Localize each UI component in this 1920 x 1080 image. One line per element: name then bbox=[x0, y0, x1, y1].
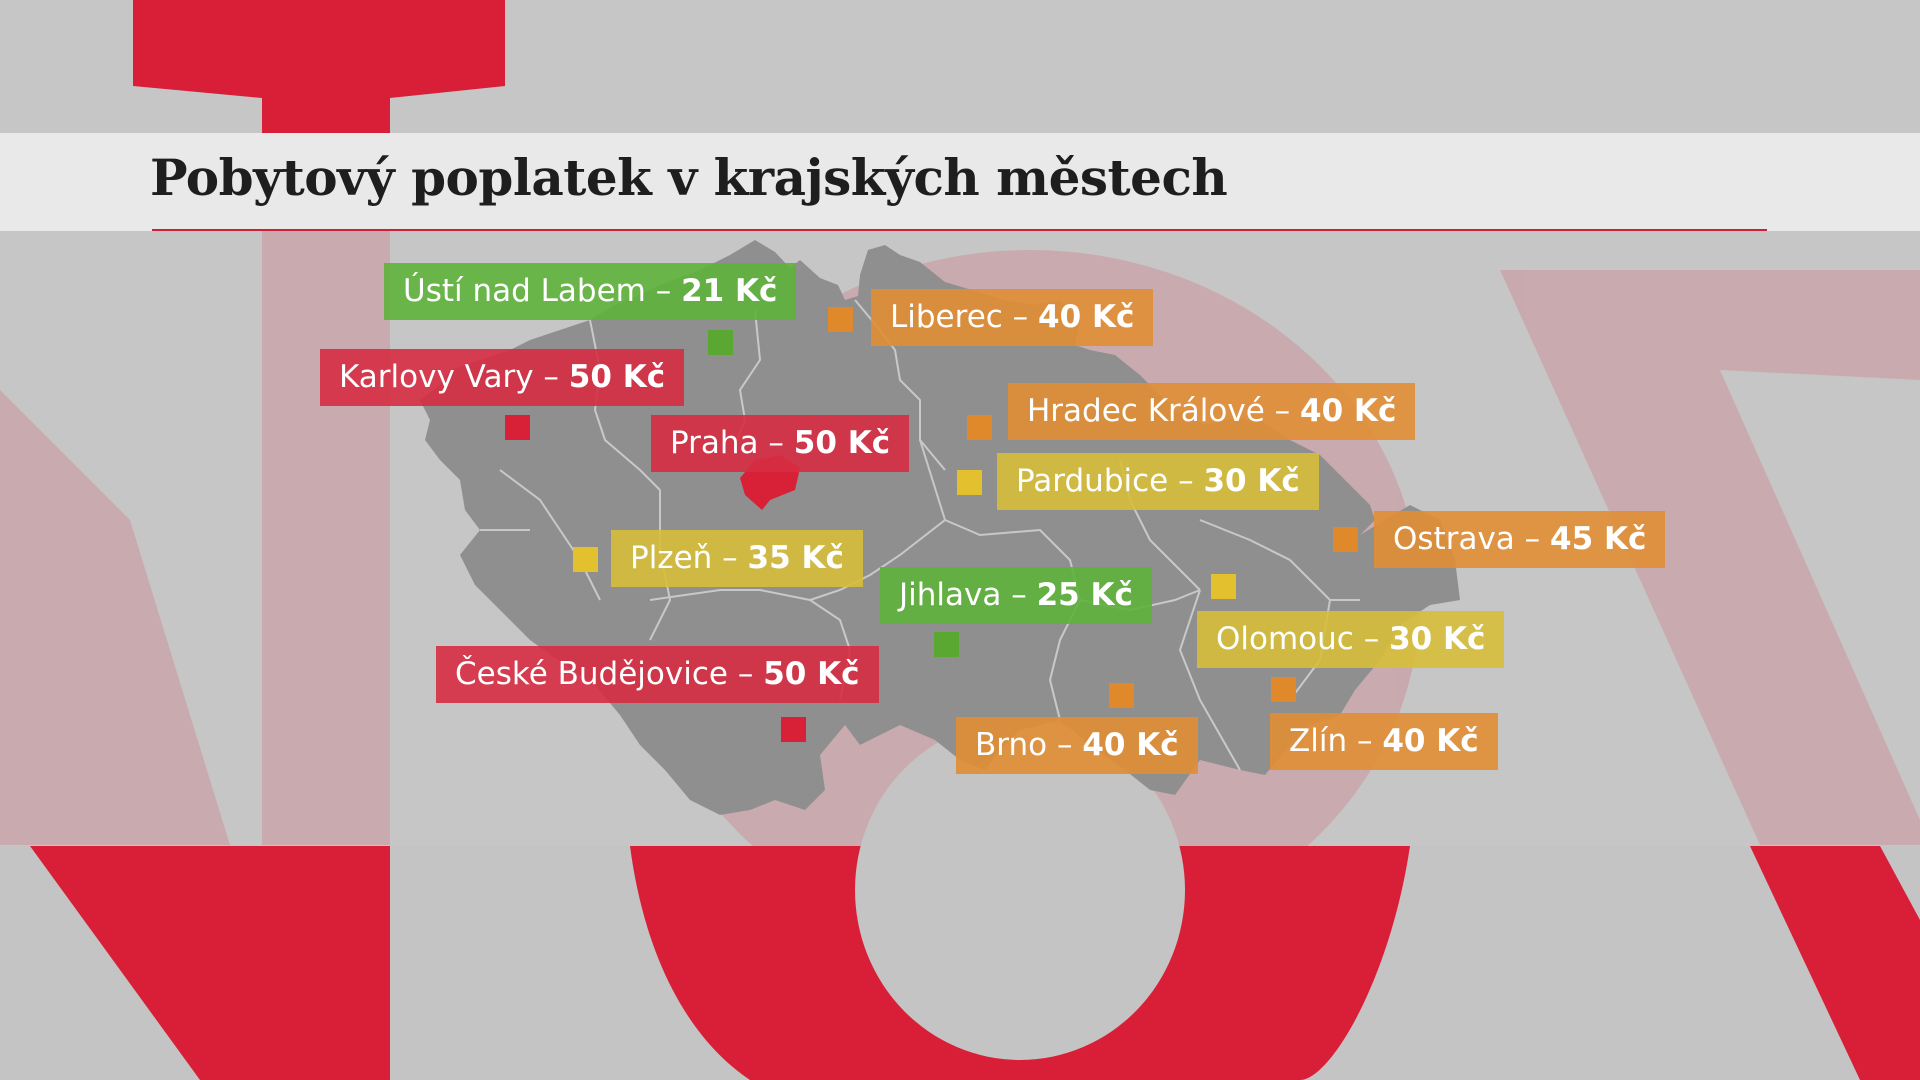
separator: – bbox=[1353, 621, 1390, 657]
fee-value: 40 Kč bbox=[1300, 393, 1397, 429]
fee-value: 40 Kč bbox=[1382, 723, 1479, 759]
separator: – bbox=[1514, 521, 1551, 557]
separator: – bbox=[727, 656, 764, 692]
city-name: Zlín bbox=[1289, 723, 1348, 759]
city-name: Karlovy Vary bbox=[339, 359, 534, 395]
city-label-liberec: Liberec – 40 Kč bbox=[871, 289, 1154, 346]
city-marker-pardubice bbox=[957, 470, 982, 495]
city-marker-olomouc bbox=[1211, 574, 1236, 599]
city-marker-ostrava bbox=[1333, 527, 1358, 552]
city-name: Liberec bbox=[890, 299, 1003, 335]
separator: – bbox=[1001, 577, 1037, 613]
city-name: Pardubice bbox=[1016, 463, 1169, 499]
fee-value: 30 Kč bbox=[1389, 621, 1486, 657]
separator: – bbox=[1047, 727, 1083, 763]
fee-value: 21 Kč bbox=[681, 273, 778, 309]
separator: – bbox=[1168, 463, 1204, 499]
city-marker-jihlava bbox=[934, 632, 959, 657]
city-marker-karlovy-vary bbox=[505, 415, 530, 440]
fee-value: 50 Kč bbox=[568, 359, 666, 395]
page-title: Pobytový poplatek v krajských městech bbox=[150, 148, 1228, 207]
city-label-karlovy-vary: Karlovy Vary – 50 Kč bbox=[320, 349, 685, 406]
city-label-olomouc: Olomouc – 30 Kč bbox=[1197, 611, 1505, 668]
city-label-plzen: Plzeň – 35 Kč bbox=[611, 530, 863, 587]
city-label-jihlava: Jihlava – 25 Kč bbox=[880, 567, 1152, 624]
city-label-pardubice: Pardubice – 30 Kč bbox=[997, 453, 1319, 510]
city-name: Jihlava bbox=[899, 577, 1002, 613]
city-marker-hradec-kralove bbox=[967, 415, 992, 440]
city-name: Hradec Králové bbox=[1027, 393, 1265, 429]
title-rule bbox=[152, 229, 1767, 231]
fee-value: 50 Kč bbox=[763, 656, 860, 692]
city-marker-plzen bbox=[573, 547, 598, 572]
city-name: České Budějovice bbox=[455, 656, 728, 692]
fee-value: 40 Kč bbox=[1038, 299, 1135, 335]
separator: – bbox=[758, 425, 794, 461]
fee-value: 40 Kč bbox=[1082, 727, 1179, 763]
city-label-brno: Brno – 40 Kč bbox=[956, 717, 1198, 774]
title-bar bbox=[0, 133, 1920, 231]
separator: – bbox=[1347, 723, 1383, 759]
city-name: Plzeň bbox=[630, 540, 713, 576]
city-marker-ceske-budejovice bbox=[781, 717, 806, 742]
separator: – bbox=[533, 359, 569, 395]
fee-value: 45 Kč bbox=[1550, 521, 1647, 557]
fee-value: 50 Kč bbox=[793, 425, 891, 461]
city-name: Olomouc bbox=[1216, 621, 1354, 657]
separator: – bbox=[1002, 299, 1039, 335]
city-marker-zlin bbox=[1271, 677, 1296, 702]
city-name: Praha bbox=[670, 425, 759, 461]
city-label-zlin: Zlín – 40 Kč bbox=[1270, 713, 1498, 770]
city-name: Ústí nad Labem bbox=[403, 273, 646, 309]
city-label-ostrava: Ostrava – 45 Kč bbox=[1374, 511, 1666, 568]
city-name: Brno bbox=[975, 727, 1048, 763]
city-label-praha: Praha – 50 Kč bbox=[651, 415, 910, 472]
city-marker-brno bbox=[1109, 683, 1134, 708]
fee-value: 35 Kč bbox=[747, 540, 844, 576]
fee-value: 25 Kč bbox=[1036, 577, 1133, 613]
separator: – bbox=[712, 540, 748, 576]
separator: – bbox=[1264, 393, 1300, 429]
separator: – bbox=[645, 273, 682, 309]
city-label-usti: Ústí nad Labem – 21 Kč bbox=[384, 263, 797, 320]
fee-value: 30 Kč bbox=[1203, 463, 1300, 499]
city-label-ceske-budejovice: České Budějovice – 50 Kč bbox=[436, 646, 879, 703]
city-marker-usti bbox=[708, 330, 733, 355]
city-label-hradec-kralove: Hradec Králové – 40 Kč bbox=[1008, 383, 1416, 440]
city-marker-liberec bbox=[828, 307, 853, 332]
city-name: Ostrava bbox=[1393, 521, 1515, 557]
